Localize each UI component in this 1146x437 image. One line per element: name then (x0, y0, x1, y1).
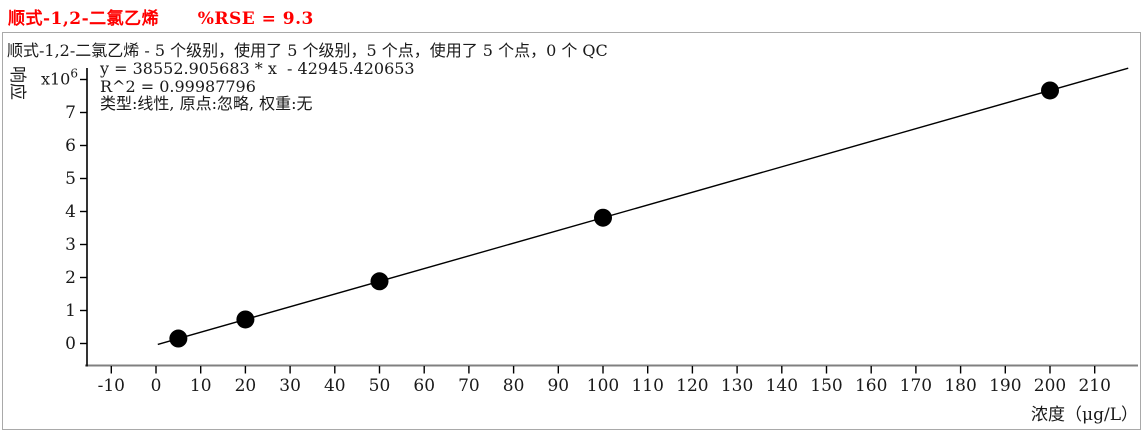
calibration-point[interactable] (1041, 81, 1059, 100)
x-tick-label: 0 (151, 376, 162, 396)
calibration-point[interactable] (236, 310, 255, 329)
y-tick-label: 6 (65, 136, 76, 156)
x-tick-label: 130 (721, 376, 753, 396)
x-tick-label: 50 (369, 376, 391, 396)
regression-line (157, 67, 1129, 346)
x-tick-label: 170 (900, 376, 932, 396)
y-tick-label: 5 (65, 169, 76, 189)
x-tick-label: 160 (855, 376, 887, 396)
calibration-point[interactable] (370, 272, 389, 291)
x-axis-label: 浓度（μg/L） (1031, 405, 1138, 425)
x-tick-label: 120 (676, 376, 708, 396)
x-tick-label: 80 (503, 376, 525, 396)
y-tick-label: 0 (65, 334, 76, 354)
x-tick-label: 140 (766, 376, 798, 396)
y-tick-label: 4 (65, 202, 76, 222)
x-tick-label: 110 (631, 376, 663, 396)
x-tick-label: 100 (587, 376, 619, 396)
x-tick-label: 40 (324, 376, 346, 396)
x-tick-label: 20 (235, 376, 257, 396)
x-tick-label: -10 (98, 376, 125, 396)
x-tick-label: 10 (190, 376, 212, 396)
x-tick-label: 90 (547, 376, 569, 396)
x-tick-label: 150 (810, 376, 842, 396)
plot-frame (2, 32, 1141, 430)
fit-annotation-block: y = 38552.905683 * x - 42945.420653 R^2 … (100, 60, 415, 113)
x-tick-label: 210 (1078, 376, 1110, 396)
y-tick-label: 7 (65, 103, 76, 123)
fit-equation: y = 38552.905683 * x - 42945.420653 (100, 59, 415, 78)
x-tick-label: 180 (944, 376, 976, 396)
x-tick-label: 190 (989, 376, 1021, 396)
calibration-summary-line: 顺式-1,2-二氯乙烯 - 5 个级别，使用了 5 个级别，5 个点，使用了 5… (7, 41, 608, 60)
y-axis-multiplier-label: x106 (41, 67, 78, 89)
calibration-point[interactable] (169, 329, 188, 348)
fit-settings: 类型:线性, 原点:忽略, 权重:无 (100, 94, 313, 113)
x-tick-label: 30 (279, 376, 301, 396)
compound-title-rse: 顺式-1,2-二氯乙烯 %RSE = 9.3 (8, 9, 314, 29)
y-tick-label: 3 (65, 235, 76, 255)
x-tick-label: 70 (458, 376, 480, 396)
y-tick-label: 1 (65, 301, 76, 321)
y-tick-label: 2 (65, 268, 76, 288)
x-tick-label: 60 (413, 376, 435, 396)
x-tick-label: 200 (1034, 376, 1066, 396)
calibration-point[interactable] (594, 208, 612, 227)
fit-r-squared: R^2 = 0.99987796 (100, 76, 256, 96)
